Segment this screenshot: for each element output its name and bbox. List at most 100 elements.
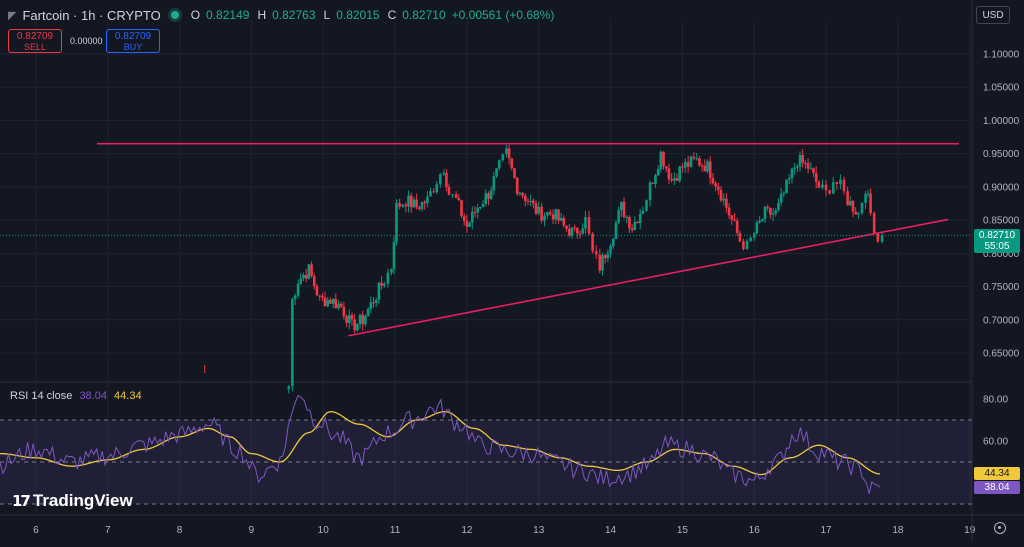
candle-body (851, 200, 855, 212)
candle-body (364, 315, 367, 325)
candle-body (703, 165, 707, 172)
candle-body (573, 227, 576, 229)
candle-body (594, 250, 598, 255)
candle-body (714, 183, 717, 187)
rsi-legend[interactable]: RSI 14 close 38.04 44.34 (10, 390, 142, 402)
candle-body (848, 200, 852, 206)
candle-body (576, 227, 579, 234)
last-price-value: 0.82710 (978, 230, 1016, 241)
candle-body (513, 168, 516, 178)
candle-body (695, 158, 699, 160)
candle-body (828, 190, 831, 194)
candle-body (518, 192, 522, 194)
y-axis-tick-label: 0.90000 (983, 182, 1020, 193)
x-axis-tick-label: 11 (390, 525, 401, 536)
candle-body (630, 228, 634, 230)
candle-body (758, 220, 761, 223)
candle-body (318, 295, 321, 297)
candle-body (793, 167, 796, 169)
y-axis-tick-label: 1.05000 (983, 83, 1020, 94)
candle-body (465, 221, 469, 227)
candle-body (356, 323, 359, 331)
candle-body (717, 186, 720, 190)
ohlc-high: 0.82763 (272, 8, 316, 22)
candle-body (673, 178, 676, 181)
candle-body (609, 246, 612, 254)
candle-body (395, 202, 398, 242)
candle-body (812, 168, 815, 173)
candle-body (876, 233, 880, 242)
x-axis-tick-label: 10 (318, 525, 330, 536)
tv-small-logo-icon: ◤ (8, 9, 17, 22)
candle-body (468, 222, 471, 227)
ohlc-low-key: L (323, 8, 331, 22)
candle-body (507, 148, 511, 159)
candle-body (809, 168, 813, 170)
candle-body (476, 207, 479, 213)
candle-body (310, 264, 313, 277)
sell-button[interactable]: 0.82709 SELL (8, 29, 62, 53)
candle-body (839, 179, 842, 185)
tradingview-logo[interactable]: 𝟭𝟳 TradingView (12, 491, 133, 511)
candle-body (392, 241, 396, 270)
candle-body (692, 156, 696, 159)
x-axis-tick-label: 13 (533, 525, 545, 536)
candle-body (860, 202, 864, 214)
candle-body (548, 212, 552, 215)
candle-body (447, 186, 451, 195)
x-axis-tick-label: 9 (249, 525, 255, 536)
candle-body (854, 211, 857, 215)
candle-body (771, 213, 775, 215)
candle-body (329, 299, 332, 304)
candle-body (611, 238, 615, 247)
candle-body (565, 225, 568, 229)
candle-body (659, 151, 663, 170)
candle-body (562, 217, 566, 226)
candle-body (591, 233, 594, 251)
candle-body (638, 213, 642, 224)
candle-body (821, 184, 824, 188)
candle-body (645, 199, 648, 211)
candle-body (510, 158, 514, 169)
candle-body (323, 297, 327, 307)
candle-body (633, 221, 637, 230)
candle-body (801, 155, 805, 163)
tradingview-logo-text: TradingView (32, 491, 133, 510)
candle-body (291, 298, 294, 387)
candle-body (487, 193, 490, 199)
candle-body (451, 194, 454, 196)
buy-button[interactable]: 0.82709 BUY (106, 29, 160, 53)
candle-body (656, 169, 660, 176)
y-axis-tick-label: 0.75000 (983, 282, 1020, 293)
candle-body (404, 204, 408, 207)
candle-body (312, 276, 316, 287)
y-axis-tick-label: 1.00000 (983, 116, 1020, 127)
candle-body (689, 156, 693, 167)
candle-body (625, 216, 629, 218)
candle-body (293, 295, 297, 299)
candle-body (412, 199, 416, 208)
candle-body (738, 232, 742, 242)
candle-body (782, 192, 786, 195)
sell-label: SELL (23, 42, 47, 52)
candle-body (557, 209, 560, 221)
candle-body (752, 233, 756, 238)
candle-body (817, 181, 821, 188)
settings-gear-icon[interactable] (994, 522, 1006, 534)
currency-button[interactable]: USD (976, 6, 1010, 24)
symbol-title[interactable]: Fartcoin · 1h · CRYPTO (22, 7, 161, 23)
candle-body (755, 222, 759, 234)
candle-body (842, 179, 846, 192)
y-axis-tick-label: 0.95000 (983, 149, 1020, 160)
candle-body (675, 178, 679, 181)
candle-body (790, 168, 794, 179)
candle-body (614, 222, 618, 239)
candle-body (307, 264, 311, 279)
candle-body (769, 207, 772, 215)
x-axis-tick-label: 14 (605, 525, 617, 536)
candle-body (407, 195, 410, 207)
candle-body (374, 299, 378, 304)
candle-body (435, 184, 439, 193)
